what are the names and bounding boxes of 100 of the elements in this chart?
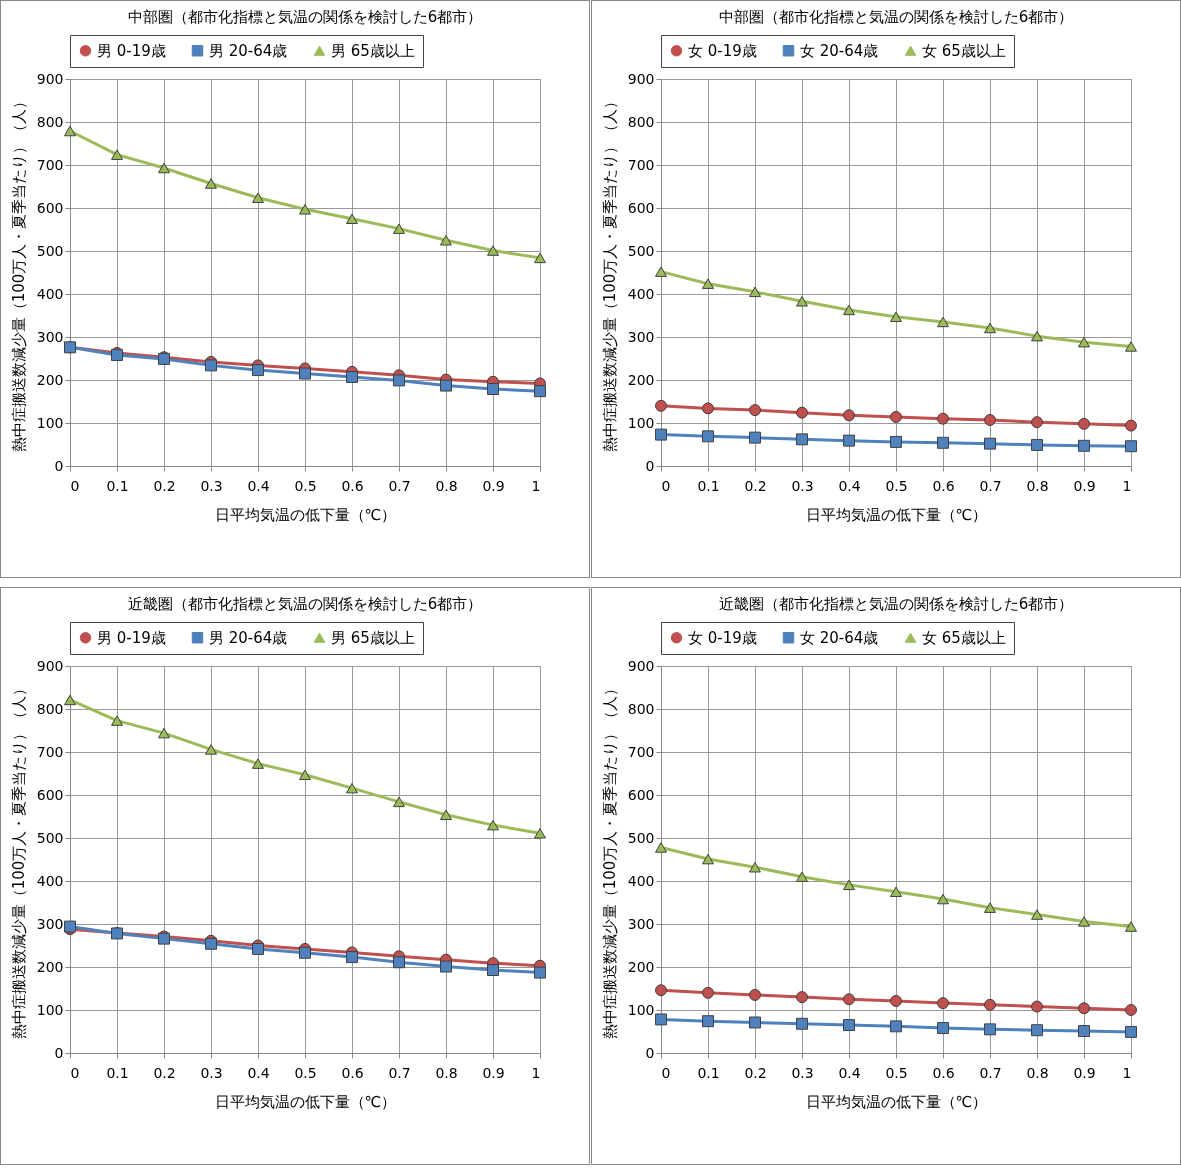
legend-label: 男 0-19歳	[97, 41, 166, 60]
y-tick-label: 900	[627, 657, 655, 674]
x-tick-label: 0.3	[791, 1064, 814, 1081]
x-tick-label: 1	[531, 1064, 541, 1081]
y-tick-label: 700	[36, 156, 64, 173]
x-tick-label: 0.6	[341, 1064, 364, 1081]
x-tick-label: 0.9	[482, 1064, 505, 1081]
y-tick-label: 0	[54, 457, 64, 474]
y-tick-label: 500	[627, 242, 655, 259]
legend-label: 女 0-19歳	[688, 41, 757, 60]
x-tick-label: 0.8	[435, 477, 458, 494]
x-tick-label: 0.7	[388, 1064, 411, 1081]
y-tick-label: 200	[627, 371, 655, 388]
y-tick-label: 100	[36, 1001, 64, 1018]
y-tick-label: 900	[36, 70, 64, 87]
y-tick-label: 500	[36, 242, 64, 259]
y-tick-label: 0	[645, 1044, 655, 1061]
x-tick-label: 0.8	[435, 1064, 458, 1081]
y-axis-title: 熱中症搬送数減少量（100万人・夏季当たり）（人）	[9, 93, 28, 453]
y-tick-label: 500	[36, 829, 64, 846]
x-tick-label: 0.4	[838, 477, 861, 494]
y-tick-label: 100	[627, 1001, 655, 1018]
x-tick-label: 0.5	[885, 1064, 908, 1081]
y-tick-label: 500	[627, 829, 655, 846]
x-tick-label: 0.2	[153, 477, 176, 494]
x-tick-label: 0.9	[482, 477, 505, 494]
y-axis-title: 熱中症搬送数減少量（100万人・夏季当たり）（人）	[600, 93, 619, 453]
y-tick-label: 200	[627, 958, 655, 975]
x-tick-label: 0.7	[979, 1064, 1002, 1081]
legend-label: 女 65歳以上	[922, 41, 1006, 60]
x-tick-label: 0	[661, 1064, 671, 1081]
y-tick-label: 800	[627, 113, 655, 130]
x-tick-label: 0.8	[1026, 477, 1049, 494]
x-axis-title: 日平均気温の低下量（℃）	[805, 505, 988, 524]
x-tick-label: 0.8	[1026, 1064, 1049, 1081]
y-tick-label: 700	[36, 743, 64, 760]
y-tick-label: 700	[627, 743, 655, 760]
y-tick-label: 600	[36, 199, 64, 216]
x-tick-label: 0.1	[697, 477, 720, 494]
y-axis-title: 熱中症搬送数減少量（100万人・夏季当たり）（人）	[9, 680, 28, 1040]
x-tick-label: 0.3	[791, 477, 814, 494]
y-tick-label: 200	[36, 371, 64, 388]
x-tick-label: 0.1	[106, 477, 129, 494]
chart-title: 中部圏（都市化指標と気温の関係を検討した6都市）	[127, 7, 483, 26]
legend-label: 男 20-64歳	[209, 628, 288, 647]
y-tick-label: 0	[54, 1044, 64, 1061]
y-axis-title: 熱中症搬送数減少量（100万人・夏季当たり）（人）	[600, 680, 619, 1040]
y-tick-label: 200	[36, 958, 64, 975]
x-tick-label: 0.9	[1073, 1064, 1096, 1081]
y-tick-label: 400	[627, 872, 655, 889]
x-tick-label: 0.4	[247, 477, 270, 494]
x-tick-label: 1	[1122, 477, 1132, 494]
x-tick-label: 0.1	[106, 1064, 129, 1081]
x-tick-label: 0	[661, 477, 671, 494]
x-axis-title: 日平均気温の低下量（℃）	[214, 1092, 397, 1111]
y-tick-label: 600	[36, 786, 64, 803]
y-tick-label: 0	[645, 457, 655, 474]
x-tick-label: 0.6	[932, 1064, 955, 1081]
x-tick-label: 0.5	[294, 1064, 317, 1081]
x-tick-label: 0.6	[932, 477, 955, 494]
chart-title: 近畿圏（都市化指標と気温の関係を検討した6都市）	[127, 594, 483, 613]
y-tick-label: 800	[36, 700, 64, 717]
y-tick-label: 100	[627, 414, 655, 431]
x-tick-label: 1	[1122, 1064, 1132, 1081]
chart-title: 近畿圏（都市化指標と気温の関係を検討した6都市）	[718, 594, 1074, 613]
y-tick-label: 900	[627, 70, 655, 87]
chart-title: 中部圏（都市化指標と気温の関係を検討した6都市）	[718, 7, 1074, 26]
x-tick-label: 0.3	[200, 1064, 223, 1081]
y-tick-label: 800	[627, 700, 655, 717]
y-tick-label: 600	[627, 786, 655, 803]
x-tick-label: 0	[70, 477, 80, 494]
y-tick-label: 400	[627, 285, 655, 302]
x-tick-label: 0.2	[153, 1064, 176, 1081]
y-tick-label: 600	[627, 199, 655, 216]
legend-label: 男 65歳以上	[331, 628, 415, 647]
y-tick-label: 400	[36, 872, 64, 889]
x-tick-label: 0.2	[744, 1064, 767, 1081]
x-tick-label: 1	[531, 477, 541, 494]
x-tick-label: 0.4	[838, 1064, 861, 1081]
y-tick-label: 300	[36, 915, 64, 932]
y-tick-label: 400	[36, 285, 64, 302]
legend-label: 男 0-19歳	[97, 628, 166, 647]
x-tick-label: 0.6	[341, 477, 364, 494]
x-axis-title: 日平均気温の低下量（℃）	[805, 1092, 988, 1111]
x-tick-label: 0.2	[744, 477, 767, 494]
y-tick-label: 100	[36, 414, 64, 431]
x-axis-title: 日平均気温の低下量（℃）	[214, 505, 397, 524]
legend-label: 男 65歳以上	[331, 41, 415, 60]
legend-label: 男 20-64歳	[209, 41, 288, 60]
x-tick-label: 0.7	[388, 477, 411, 494]
y-tick-label: 700	[627, 156, 655, 173]
legend-label: 女 0-19歳	[688, 628, 757, 647]
x-tick-label: 0.7	[979, 477, 1002, 494]
x-tick-label: 0.4	[247, 1064, 270, 1081]
y-tick-label: 900	[36, 657, 64, 674]
x-tick-label: 0.9	[1073, 477, 1096, 494]
x-tick-label: 0.5	[294, 477, 317, 494]
x-tick-label: 0.1	[697, 1064, 720, 1081]
x-tick-label: 0.3	[200, 477, 223, 494]
y-tick-label: 800	[36, 113, 64, 130]
